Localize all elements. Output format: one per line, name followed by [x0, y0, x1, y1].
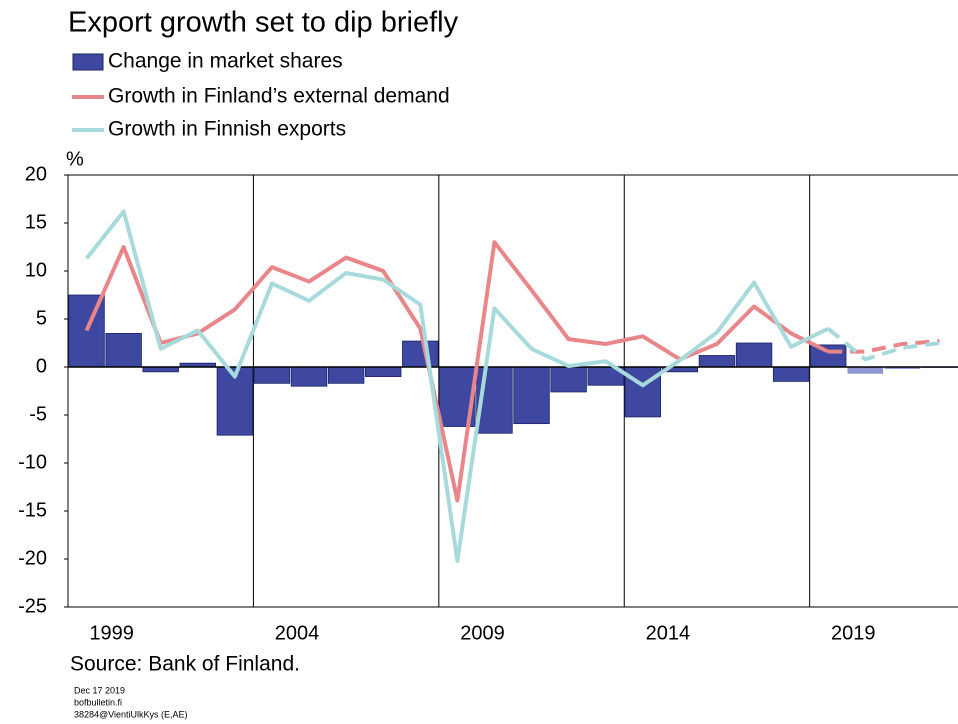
y-tick-label: 5	[36, 307, 47, 329]
footnote: 38284@VientiUlkKys (E,AE)	[74, 709, 188, 719]
bar	[772, 366, 810, 382]
y-unit: %	[66, 148, 84, 170]
y-tick-label: -10	[18, 451, 47, 473]
bar	[327, 366, 365, 384]
legend-label: Growth in Finland’s external demand	[108, 85, 450, 108]
bar	[216, 366, 254, 436]
bar	[513, 366, 550, 425]
y-tick-label: 0	[36, 355, 47, 377]
y-tick-label: -5	[29, 403, 47, 425]
line	[84, 209, 830, 563]
y-tick-label: 20	[25, 163, 47, 185]
line	[826, 327, 940, 362]
bar	[735, 342, 773, 368]
bar	[884, 367, 921, 369]
chart-title: Export growth set to dip briefly	[68, 7, 459, 39]
x-tick-label: 2004	[275, 622, 320, 644]
line	[828, 339, 940, 354]
bar	[847, 367, 884, 374]
legend-label: Change in market shares	[108, 50, 343, 73]
y-tick-label: -25	[18, 595, 47, 617]
line	[84, 240, 830, 503]
y-tick-label: 15	[25, 211, 47, 233]
legend-swatch	[72, 53, 104, 71]
bar	[698, 355, 736, 368]
bar	[439, 366, 476, 427]
bar	[810, 344, 847, 368]
footnote: bofbulletin.fi	[74, 697, 122, 707]
footnote: Dec 17 2019	[74, 685, 125, 695]
bar	[550, 366, 587, 393]
y-tick-label: -20	[18, 547, 47, 569]
x-tick-label: 2009	[460, 622, 505, 644]
legend-label: Growth in Finnish exports	[108, 118, 346, 141]
x-tick-label: 2019	[831, 622, 876, 644]
bar	[402, 340, 439, 368]
y-tick-label: -15	[18, 499, 47, 521]
x-tick-label: 2014	[646, 622, 691, 644]
bar	[105, 332, 142, 368]
source: Source: Bank of Finland.	[70, 653, 300, 676]
bar	[253, 366, 291, 384]
bar	[290, 366, 328, 387]
x-tick-label: 1999	[89, 622, 134, 644]
y-tick-label: 10	[25, 259, 47, 281]
bar	[365, 366, 402, 378]
